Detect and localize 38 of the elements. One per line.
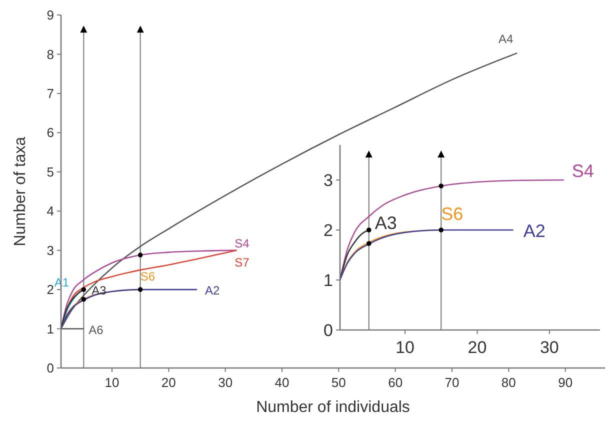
y-tick-label: 5 xyxy=(46,164,54,180)
x-tick-label: 40 xyxy=(274,375,290,390)
series-label: S4 xyxy=(234,236,250,250)
series-label: A2 xyxy=(205,284,220,298)
y-axis-title: Number of taxa xyxy=(12,136,29,246)
x-tick-label: 50 xyxy=(331,375,346,390)
x-axis-title: Number of individuals xyxy=(256,399,410,416)
series-label: A6 xyxy=(88,322,104,337)
series-label: A3 xyxy=(374,213,397,233)
x-tick-label: 30 xyxy=(540,338,559,357)
y-tick-label: 9 xyxy=(46,8,54,23)
x-tick-label: 70 xyxy=(444,375,460,390)
x-tick-label: 20 xyxy=(468,338,487,357)
y-tick-label: 0 xyxy=(46,360,54,376)
y-tick-label: 2 xyxy=(46,282,54,298)
y-tick-label: 6 xyxy=(46,125,54,140)
x-tick-label: 10 xyxy=(396,338,414,357)
series-label: S6 xyxy=(441,204,464,224)
series-label: A2 xyxy=(523,221,546,241)
y-tick-label: 1 xyxy=(46,321,54,336)
y-tick-label: 8 xyxy=(46,46,54,62)
series-label: S7 xyxy=(234,255,250,270)
y-tick-label: 0 xyxy=(324,320,333,340)
series-label: S6 xyxy=(140,270,156,284)
x-tick-label: 20 xyxy=(161,375,176,390)
series-label: A4 xyxy=(498,32,514,46)
y-tick-label: 3 xyxy=(324,170,333,190)
x-tick-label: 10 xyxy=(104,375,120,390)
x-tick-label: 90 xyxy=(558,375,573,390)
x-tick-label: 80 xyxy=(501,375,516,390)
y-tick-label: 2 xyxy=(324,220,333,240)
y-tick-label: 4 xyxy=(46,204,54,219)
y-tick-label: 7 xyxy=(46,86,54,101)
series-label: S4 xyxy=(572,161,594,181)
y-tick-label: 3 xyxy=(46,242,54,258)
y-tick-label: 1 xyxy=(324,270,333,290)
x-tick-label: 60 xyxy=(388,375,403,390)
x-tick-label: 30 xyxy=(218,375,233,390)
